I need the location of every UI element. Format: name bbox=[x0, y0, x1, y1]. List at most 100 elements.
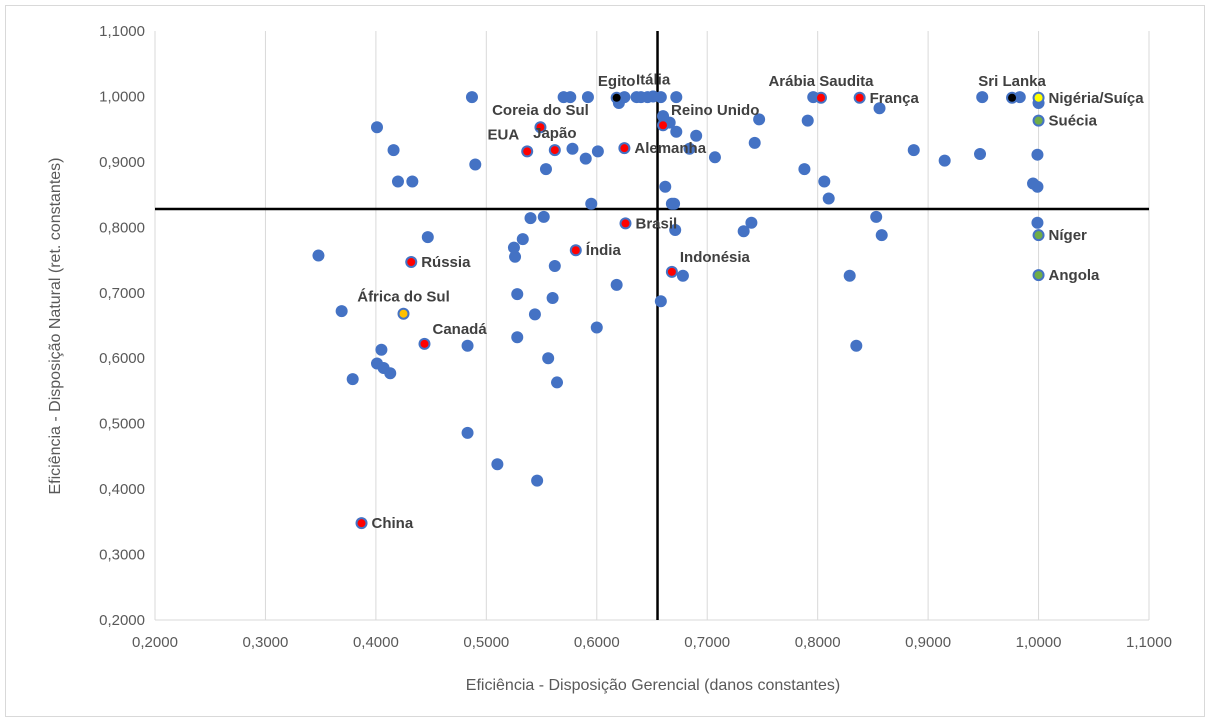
data-point bbox=[801, 114, 814, 127]
x-tick-label: 0,2000 bbox=[132, 634, 178, 651]
point-label: África do Sul bbox=[357, 289, 450, 306]
data-point bbox=[585, 197, 598, 210]
point-label: Angola bbox=[1049, 267, 1100, 284]
data-point bbox=[875, 229, 888, 242]
point-label: Japão bbox=[533, 125, 576, 142]
point-label: Alemanha bbox=[634, 140, 706, 157]
data-point-highlight bbox=[399, 309, 408, 318]
data-point bbox=[798, 163, 811, 176]
data-point bbox=[537, 210, 550, 223]
data-point-highlight bbox=[407, 258, 416, 267]
data-point bbox=[566, 142, 579, 155]
point-label: Arábia Saudita bbox=[768, 73, 874, 90]
data-point-highlight bbox=[621, 219, 630, 228]
data-point bbox=[591, 145, 604, 158]
data-point bbox=[511, 331, 524, 344]
data-point bbox=[516, 233, 529, 246]
data-point bbox=[668, 197, 681, 210]
x-tick-label: 0,3000 bbox=[242, 634, 288, 651]
data-point bbox=[822, 192, 835, 205]
data-point bbox=[748, 136, 761, 149]
data-point bbox=[507, 241, 520, 254]
point-label: Coreia do Sul bbox=[492, 102, 589, 119]
data-point-highlight bbox=[667, 267, 676, 276]
data-point-highlight bbox=[659, 121, 668, 130]
y-tick-labels: 0,2000 0,3000 0,4000 0,5000 0,6000 0,7000 0,80… bbox=[99, 23, 145, 629]
data-point bbox=[1031, 180, 1044, 193]
data-point bbox=[670, 125, 683, 138]
point-label: Índia bbox=[586, 242, 622, 259]
data-point bbox=[346, 373, 359, 386]
y-tick-label: 0,7000 bbox=[99, 285, 145, 302]
data-point bbox=[469, 158, 482, 171]
data-point bbox=[461, 426, 474, 439]
data-point bbox=[938, 154, 951, 167]
data-point bbox=[579, 152, 592, 165]
data-point bbox=[676, 269, 689, 282]
data-point bbox=[590, 321, 603, 334]
chart-frame bbox=[5, 5, 1205, 717]
data-point bbox=[531, 474, 544, 487]
data-point bbox=[737, 225, 750, 238]
data-point bbox=[551, 376, 564, 389]
data-point bbox=[542, 352, 555, 365]
point-label: Itália bbox=[636, 71, 671, 88]
data-point bbox=[690, 129, 703, 142]
point-label: Sri Lanka bbox=[978, 73, 1046, 90]
point-label: Níger bbox=[1049, 227, 1088, 244]
data-points bbox=[312, 90, 1045, 530]
data-point bbox=[818, 175, 831, 188]
data-point bbox=[610, 278, 623, 291]
point-label: Reino Unido bbox=[671, 102, 759, 119]
point-label: Nigéria/Suíça bbox=[1049, 90, 1145, 107]
data-point bbox=[873, 102, 886, 115]
point-label: Indonésia bbox=[680, 249, 751, 266]
data-point bbox=[708, 151, 721, 164]
data-point bbox=[524, 212, 537, 225]
point-label: Rússia bbox=[421, 254, 471, 271]
data-point bbox=[976, 91, 989, 104]
data-point bbox=[391, 175, 404, 188]
point-labels: China Canadá África do Sul Rússia Índia Brasi… bbox=[357, 71, 1144, 532]
y-tick-label: 0,2000 bbox=[99, 612, 145, 629]
data-point bbox=[370, 121, 383, 134]
point-label: Suécia bbox=[1049, 113, 1098, 130]
data-point bbox=[509, 250, 522, 263]
data-point bbox=[745, 216, 758, 229]
reference-lines bbox=[155, 31, 1149, 620]
data-point-highlight bbox=[1034, 116, 1043, 125]
data-point bbox=[465, 91, 478, 104]
x-tick-label: 0,4000 bbox=[353, 634, 399, 651]
point-label: Brasil bbox=[635, 215, 677, 232]
x-tick-label: 0,8000 bbox=[795, 634, 841, 651]
data-point bbox=[548, 259, 561, 272]
data-point bbox=[753, 113, 766, 126]
data-point bbox=[907, 144, 920, 157]
data-point-highlight bbox=[523, 147, 532, 156]
data-point bbox=[1031, 216, 1044, 229]
data-point bbox=[511, 288, 524, 301]
data-point bbox=[387, 144, 400, 157]
data-point bbox=[654, 295, 667, 308]
point-label: Canadá bbox=[432, 321, 487, 338]
data-point-highlight bbox=[571, 246, 580, 255]
data-point-highlight bbox=[647, 90, 660, 103]
data-point bbox=[406, 175, 419, 188]
data-point bbox=[659, 180, 672, 193]
x-axis-title: Eficiência - Disposição Gerencial (danos… bbox=[466, 677, 840, 694]
y-tick-label: 0,4000 bbox=[99, 481, 145, 498]
data-point bbox=[974, 148, 987, 161]
data-point bbox=[312, 249, 325, 262]
data-point bbox=[491, 458, 504, 471]
point-label: China bbox=[372, 515, 414, 532]
data-point bbox=[461, 339, 474, 352]
data-point bbox=[546, 292, 559, 305]
y-axis-title: Eficiência - Disposição Natural (ret. co… bbox=[47, 157, 64, 494]
y-tick-label: 0,3000 bbox=[99, 547, 145, 564]
x-tick-labels: 0,2000 0,3000 0,4000 0,5000 0,6000 0,7000 0,80… bbox=[132, 634, 1172, 651]
data-point bbox=[384, 367, 397, 380]
point-label: França bbox=[870, 90, 920, 107]
data-point-highlight bbox=[536, 123, 545, 132]
x-tick-label: 1,0000 bbox=[1016, 634, 1062, 651]
data-point bbox=[375, 343, 388, 356]
